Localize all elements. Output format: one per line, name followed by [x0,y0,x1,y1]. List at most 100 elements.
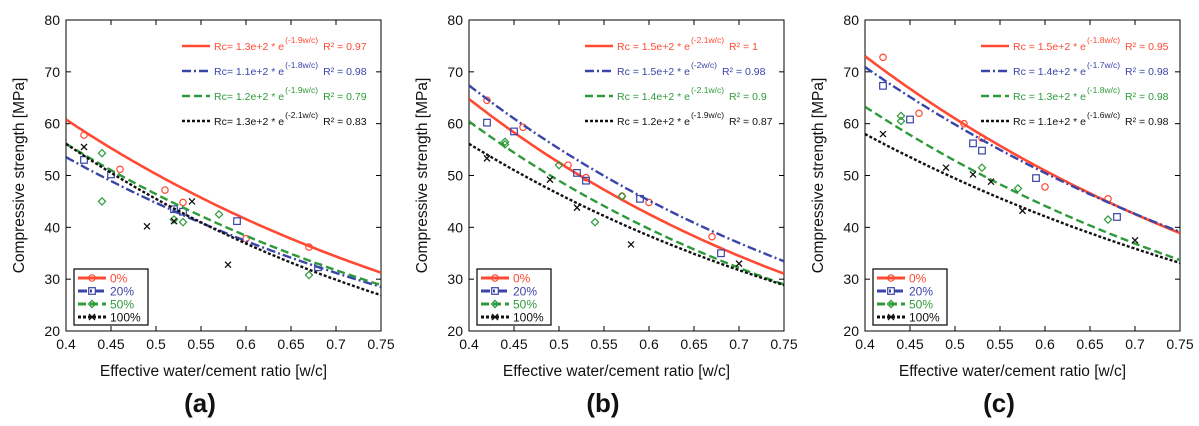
x-axis-label: Effective water/cement ratio [w/c] [100,363,327,380]
y-tick-label: 20 [447,323,463,339]
fit-curve-20pct [66,156,381,289]
fit-exponent: (-2w/c) [691,60,717,70]
fit-r2: R² = 1 [729,41,758,53]
fit-exponent: (-1.9w/c) [285,35,318,45]
fit-equation: Rc = 1.5e+2 * e [617,66,690,78]
data-point-100pct [188,197,196,205]
legend-marker [88,313,96,321]
fit-r2: R² = 0.95 [1125,41,1169,53]
data-point-0pct [708,232,716,241]
y-tick-label: 40 [843,219,859,235]
data-point-100pct [735,260,743,268]
data-point-20pct [1113,213,1121,221]
fit-exponent: (-1.6w/c) [1087,110,1120,120]
x-tick-label: 0.5 [945,336,965,352]
x-tick-label: 0.55 [590,336,617,352]
y-tick-label: 30 [843,271,859,287]
data-point-100pct [546,176,554,184]
y-tick-label: 60 [447,116,463,132]
data-point-0pct [879,53,887,62]
fit-curve-50pct [469,120,784,286]
fit-curve-100pct [469,142,784,287]
x-tick-label: 0.45 [97,336,124,352]
legend-marker [88,287,96,295]
fit-r2: R² = 0.83 [323,116,367,128]
data-point-100pct [143,222,151,230]
y-tick-label: 30 [447,271,463,287]
x-tick-label: 0.5 [549,336,569,352]
y-tick-label: 80 [44,12,60,28]
legend-label: 0% [513,272,531,286]
data-point-0pct [80,131,88,139]
x-axis-label: Effective water/cement ratio [w/c] [899,363,1126,380]
fit-curve-20pct [865,66,1180,234]
fit-r2: R² = 0.87 [729,116,773,128]
y-tick-label: 80 [447,12,463,28]
y-tick-label: 50 [447,168,463,184]
legend-marker [491,287,499,295]
legend-marker [88,274,96,282]
fit-equation: Rc = 1.5e+2 * e [617,41,690,53]
x-tick-label: 0.55 [187,336,214,352]
fit-exponent: (-1.9w/c) [285,85,318,95]
legend-label: 50% [909,298,933,312]
data-point-20pct [510,127,518,136]
x-tick-label: 0.6 [1035,336,1055,352]
legend-marker [886,299,896,309]
data-point-20pct [969,139,977,148]
fit-r2: R² = 0.79 [323,91,367,103]
legend-label: 50% [513,298,537,312]
y-tick-label: 50 [44,168,60,184]
chart-c: 0.4 0.45 0.5 0.55 0.6 0.65 0.7 0.75 20 30 40 50 60 70… [810,12,1194,380]
y-tick-label: 40 [44,219,60,235]
fit-r2: R² = 0.98 [722,66,766,78]
fit-exponent: (-1.8w/c) [1087,35,1120,45]
x-tick-label: 0.5 [146,336,166,352]
data-point-20pct [636,194,644,203]
panel-label-b: (b) [586,388,620,418]
legend-marker [887,313,895,321]
data-point-100pct [1019,207,1026,215]
legend-label: 100% [909,311,940,325]
legend-label: 100% [513,311,544,325]
fit-equation: Rc = 1.4e+2 * e [1013,66,1086,78]
fit-curve-0pct [865,55,1180,235]
y-tick-label: 70 [44,64,60,80]
data-point-50pct [896,116,906,126]
data-point-50pct [554,160,564,170]
x-tick-label: 0.4 [855,336,875,352]
data-point-50pct [896,111,906,121]
fit-equation: Rc = 1.3e+2 * e [1013,91,1086,103]
data-point-100pct [224,261,232,269]
fit-exponent: (-1.8w/c) [285,60,318,70]
x-tick-label: 0.6 [236,336,256,352]
data-point-20pct [170,205,178,214]
fit-r2: R² = 0.9 [729,91,767,103]
y-tick-label: 70 [843,64,859,80]
data-point-50pct [214,209,224,219]
fit-r2: R² = 0.98 [1125,91,1169,103]
fit-equation: Rc= 1.2e+2 * e [214,91,284,103]
data-point-20pct [717,249,725,258]
data-point-100pct [942,164,950,172]
x-tick-label: 0.45 [500,336,527,352]
legend-label: 20% [909,285,933,299]
y-tick-label: 70 [447,64,463,80]
fit-exponent: (-1.9w/c) [691,110,724,120]
legend-label: 20% [110,285,134,299]
legend-label: 0% [110,272,128,286]
x-tick-label: 0.55 [986,336,1013,352]
x-tick-label: 0.7 [326,336,346,352]
y-tick-label: 30 [44,271,60,287]
data-point-100pct [1131,236,1139,244]
x-tick-label: 0.75 [770,336,797,352]
data-point-20pct [906,115,914,124]
data-point-20pct [978,146,986,155]
chart-panel-b: 0.4 0.45 0.5 0.55 0.6 0.65 0.7 0.75 20 30 40 50 60 70… [403,0,803,426]
data-point-0pct [161,186,169,194]
data-point-50pct [590,217,600,227]
legend-label: 100% [110,311,141,325]
fit-equation: Rc = 1.2e+2 * e [617,116,690,128]
fit-curve-50pct [66,142,381,287]
chart-panel-a: 0.4 0.45 0.5 0.55 0.6 0.65 0.7 0.75 20 30 40 50 60 70… [0,0,400,426]
